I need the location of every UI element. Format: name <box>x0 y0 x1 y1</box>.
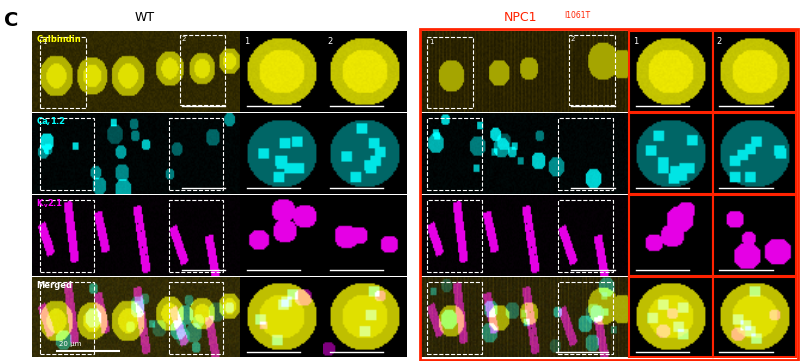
Bar <box>40 118 94 191</box>
Bar <box>569 35 614 105</box>
Bar <box>180 35 226 105</box>
Text: 2: 2 <box>717 37 722 46</box>
Bar <box>170 282 223 354</box>
Text: 1: 1 <box>42 39 47 45</box>
Bar <box>427 200 482 272</box>
Bar <box>558 282 613 354</box>
Bar <box>40 37 86 108</box>
Text: v: v <box>44 203 47 208</box>
Bar <box>558 200 613 272</box>
Text: Calbindin: Calbindin <box>36 35 81 44</box>
Text: 20 μm: 20 μm <box>59 341 82 347</box>
Text: Ca: Ca <box>36 117 48 126</box>
Bar <box>40 200 94 272</box>
Text: v: v <box>46 121 50 126</box>
Text: WT: WT <box>134 11 154 24</box>
Text: I1061T: I1061T <box>565 11 590 20</box>
Bar <box>170 200 223 272</box>
Text: 1: 1 <box>634 37 638 46</box>
Bar <box>427 118 482 191</box>
Bar <box>170 118 223 191</box>
Text: 1: 1 <box>430 39 434 45</box>
Text: C: C <box>4 11 18 30</box>
Text: 2.1: 2.1 <box>48 199 62 208</box>
Text: NPC1: NPC1 <box>504 11 537 24</box>
Text: 2: 2 <box>327 37 333 46</box>
Text: K: K <box>36 199 42 208</box>
Bar <box>427 37 474 108</box>
Text: 2: 2 <box>182 36 186 42</box>
Text: Merged: Merged <box>36 281 72 290</box>
Bar <box>427 282 482 354</box>
Bar <box>558 118 613 191</box>
Bar <box>40 282 94 354</box>
Text: 1: 1 <box>244 37 250 46</box>
Text: 2: 2 <box>571 36 575 42</box>
Text: 1.2: 1.2 <box>50 117 65 126</box>
